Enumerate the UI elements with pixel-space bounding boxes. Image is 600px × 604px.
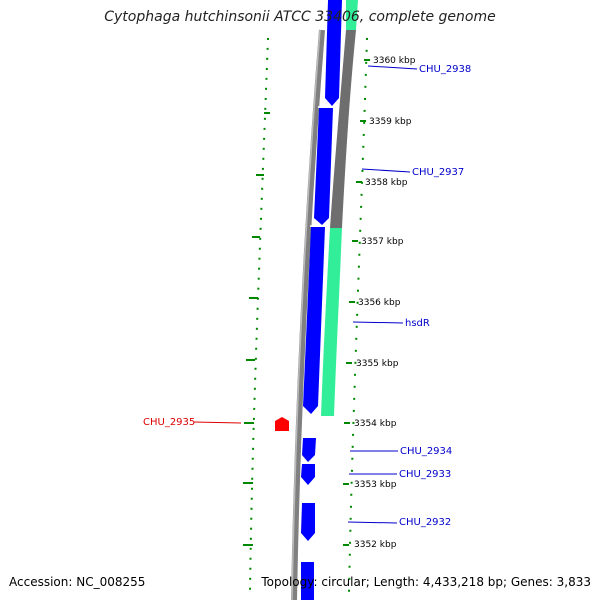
ruler-label: 3360 kbp [373,56,416,66]
forward-genes [301,0,342,600]
gene-label-hsdr[interactable]: hsdR [405,318,430,329]
gene-label-chu2934[interactable]: CHU_2934 [400,446,452,457]
gc-skew-marks [243,112,270,546]
accession-label: Accession: NC_008255 [9,575,146,589]
ruler-label: 3357 kbp [361,237,404,247]
gene-gaps [310,106,336,227]
backbone-ring [291,29,325,601]
ruler-label: 3354 kbp [354,419,397,429]
gene-label-chu2932[interactable]: CHU_2932 [399,517,451,528]
ruler-label: 3359 kbp [369,117,412,127]
ruler-label: 3358 kbp [365,178,408,188]
feature-band-green-lower [321,228,342,416]
gene-arrow-partial [301,562,314,600]
gene-arrow-chu2934 [302,438,316,462]
feature-band-green [346,0,358,30]
gene-labels: CHU_2938 CHU_2937 hsdR CHU_2935 CHU_2934… [143,64,471,528]
gene-arrow-chu2932 [301,503,315,541]
ruler-label: 3356 kbp [358,298,401,308]
genome-summary: Topology: circular; Length: 4,433,218 bp… [261,575,591,589]
backbone-ring-highlight [291,29,321,601]
gene-arrow-chu2937 [314,108,333,225]
gene-label-chu2938[interactable]: CHU_2938 [419,64,471,75]
label-leaders [193,65,418,524]
gc-skew-track-left [249,37,269,596]
ruler-label: 3352 kbp [354,540,397,550]
gene-arrow-chu2935 [275,417,289,431]
ruler-label: 3355 kbp [356,359,399,369]
ruler-ticks [343,59,370,546]
ruler-labels: 3360 kbp 3359 kbp 3358 kbp 3357 kbp 3356… [354,56,416,550]
gene-label-chu2937[interactable]: CHU_2937 [412,167,464,178]
map-title: Cytophaga hutchinsonii ATCC 33406, compl… [104,9,496,25]
ruler-label: 3353 kbp [354,480,397,490]
gene-arrow-chu2933 [301,464,315,485]
gc-skew-track-right [348,37,368,596]
gene-arrow-hsdr [303,227,325,414]
gene-label-chu2933[interactable]: CHU_2933 [399,469,451,480]
gene-arrow-chu2938 [325,0,342,106]
feature-band-gray [330,30,356,228]
gene-label-chu2935[interactable]: CHU_2935 [143,417,195,428]
